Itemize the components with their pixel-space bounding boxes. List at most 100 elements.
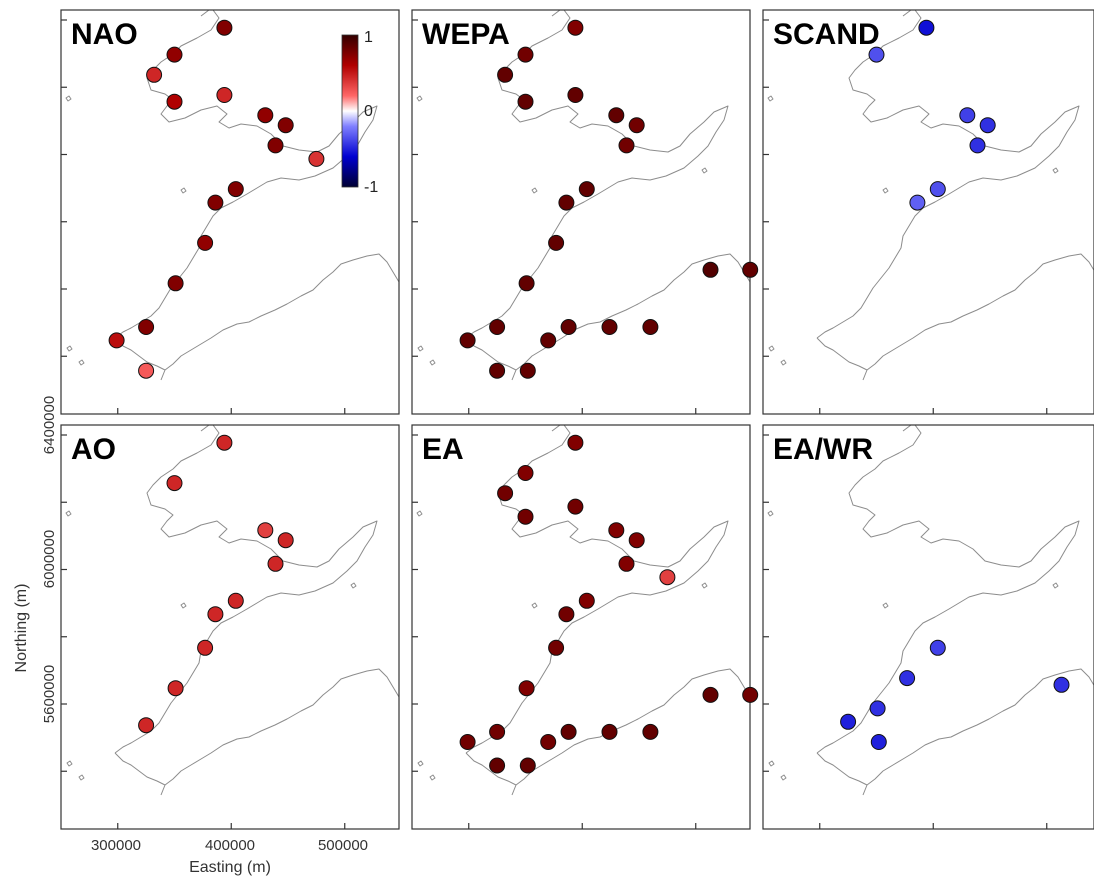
coastline-segment: [164, 253, 399, 371]
station-marker: [146, 66, 163, 83]
station-marker: [267, 555, 284, 572]
coastline-segment: [114, 337, 166, 381]
station-marker: [929, 639, 946, 656]
panel-label: EA/WR: [773, 433, 873, 466]
station-marker: [548, 234, 565, 251]
station-marker: [567, 87, 584, 103]
island: [417, 760, 424, 767]
station-marker: [959, 107, 976, 124]
station-marker: [227, 181, 244, 198]
island: [65, 510, 72, 517]
station-marker: [969, 137, 986, 154]
station-marker: [489, 362, 506, 379]
y-axis-label: Northing (m): [13, 584, 30, 673]
coastline-segment: [551, 10, 561, 17]
station-marker: [567, 19, 584, 36]
station-marker: [618, 137, 635, 154]
station-marker: [277, 117, 294, 134]
island: [767, 95, 774, 102]
station-marker: [578, 592, 595, 609]
station-marker: [138, 362, 155, 379]
island: [780, 774, 787, 781]
x-axis-label: Easting (m): [189, 859, 271, 876]
island: [1052, 167, 1059, 174]
station-marker: [517, 93, 534, 110]
island: [350, 582, 357, 589]
panel-label: SCAND: [773, 18, 880, 51]
station-marker: [459, 332, 476, 349]
coastline-segment: [114, 752, 166, 796]
station-marker: [216, 434, 233, 451]
station-marker: [702, 686, 719, 703]
station-marker: [108, 332, 125, 349]
island: [66, 345, 73, 352]
coastline: [65, 425, 399, 796]
island: [66, 760, 73, 767]
coastline-segment: [465, 337, 517, 381]
island: [1052, 582, 1059, 589]
station-marker: [659, 569, 676, 586]
station-marker: [227, 592, 244, 609]
station-marker: [166, 46, 183, 63]
coastline-segment: [866, 668, 1094, 786]
map-panel-nao: NAO: [60, 9, 400, 415]
station-marker: [870, 734, 887, 750]
station-marker: [489, 757, 506, 774]
station-marker: [702, 261, 719, 278]
coastline: [767, 10, 1094, 381]
coastline-segment: [551, 425, 561, 432]
station-marker: [628, 532, 645, 549]
station-marker: [138, 319, 155, 335]
station-marker: [918, 19, 935, 36]
station-marker: [517, 46, 534, 63]
colorbar-min-label: -1: [364, 179, 378, 196]
map-panel-ea-wr: EA/WR: [762, 424, 1094, 830]
station-marker: [628, 117, 645, 134]
station-marker: [166, 475, 183, 492]
station-marker: [601, 723, 618, 740]
station-marker: [459, 734, 476, 750]
station-marker: [840, 713, 857, 730]
station-marker: [540, 332, 557, 349]
panel-frame: [762, 9, 1094, 415]
coastline-segment: [465, 752, 517, 796]
island: [531, 602, 538, 609]
island: [417, 345, 424, 352]
colorbar-mid-label: 0: [364, 103, 373, 120]
panel-label: AO: [71, 433, 116, 466]
station-marker: [1053, 676, 1070, 693]
coastline-segment: [515, 668, 750, 786]
panel-frame: [60, 9, 400, 415]
island: [701, 582, 708, 589]
coastline-segment: [114, 425, 378, 754]
panel-frame: [411, 9, 751, 415]
coastline-segment: [200, 10, 210, 17]
station-marker: [267, 137, 284, 154]
panel-frame: [60, 424, 400, 830]
station-marker: [578, 181, 595, 198]
island: [416, 95, 423, 102]
island: [767, 510, 774, 517]
station-marker: [742, 686, 759, 703]
station-marker: [548, 639, 565, 656]
station-marker: [166, 93, 183, 110]
station-marker: [868, 46, 885, 63]
station-marker: [519, 362, 536, 379]
coastline-segment: [816, 10, 1080, 339]
island: [768, 345, 775, 352]
station-marker: [167, 680, 184, 697]
coastline-segment: [816, 337, 868, 381]
y-tick-label: 6000000: [41, 530, 58, 588]
island: [429, 774, 436, 781]
coastline-segment: [465, 10, 729, 339]
station-marker: [308, 150, 325, 167]
station-marker: [608, 107, 625, 124]
coastline-segment: [902, 425, 912, 432]
station-marker: [608, 522, 625, 539]
station-marker: [742, 261, 759, 278]
coastline-segment: [200, 425, 210, 432]
colorbar-max-label: 1: [364, 29, 373, 46]
station-marker: [560, 319, 577, 335]
island: [882, 187, 889, 194]
station-marker: [540, 734, 557, 750]
